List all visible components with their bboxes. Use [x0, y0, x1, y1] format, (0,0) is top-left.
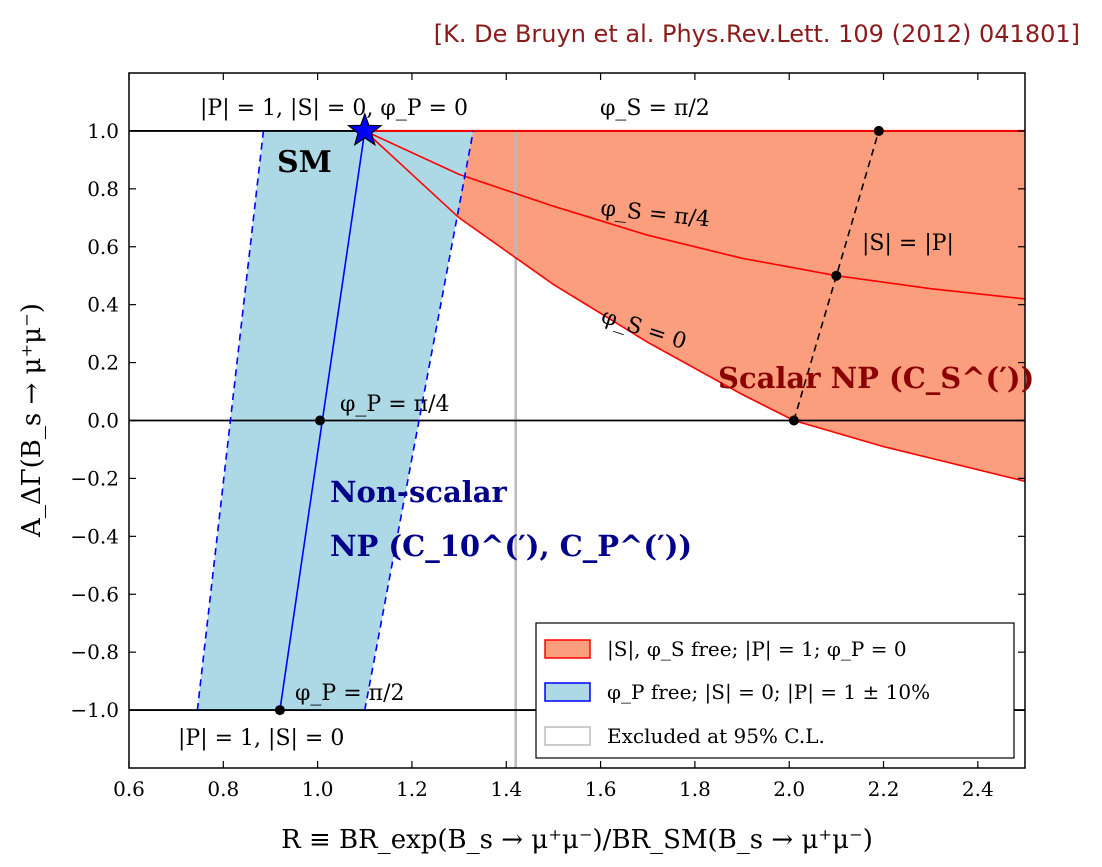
y-axis-label: A_ΔΓ(B_s → μ⁺μ⁻) [17, 303, 47, 538]
marked-point-3 [831, 270, 842, 281]
x-tick-label: 2.4 [962, 777, 994, 801]
x-tick-label: 1.8 [679, 777, 711, 801]
legend-swatch-nonscalar [544, 682, 591, 702]
annotation-phi-p-pi2: φ_P = π/2 [295, 681, 405, 706]
y-tick-label: 0.2 [87, 351, 119, 375]
x-tick-label: 1.2 [396, 777, 428, 801]
x-tick-label: 2.0 [773, 777, 805, 801]
x-tick-label: 1.0 [302, 777, 334, 801]
marked-point-0 [274, 705, 285, 716]
y-tick-label: −0.6 [70, 582, 119, 606]
legend-swatch-excluded [544, 726, 591, 746]
legend-entry-scalar: |S|, φ_S free; |P| = 1; φ_P = 0 [607, 637, 907, 662]
x-axis-ticks: 0.6 0.8 1.0 1.2 1.4 1.6 1.8 2.0 2.2 2.4 [113, 73, 994, 801]
y-tick-label: −1.0 [70, 698, 119, 722]
sm-star-marker [346, 112, 383, 147]
marked-point-4 [873, 125, 884, 136]
y-tick-label: 0.4 [87, 293, 119, 317]
curve-phi-s-pi4 [364, 130, 1025, 300]
marked-points [274, 125, 884, 716]
y-tick-label: −0.2 [70, 466, 119, 490]
annotation-top-left: |P| = 1, |S| = 0, φ_P = 0 [200, 96, 468, 121]
legend-entry-nonscalar: φ_P free; |S| = 0; |P| = 1 ± 10% [607, 680, 930, 705]
y-tick-label: −0.8 [70, 640, 119, 664]
x-tick-label: 1.6 [585, 777, 617, 801]
annotation-phi-p-pi4: φ_P = π/4 [340, 392, 450, 417]
marked-point-2 [788, 415, 799, 426]
y-tick-label: 0.8 [87, 177, 119, 201]
annotation-scalar-np: Scalar NP (C_S^(′)) [718, 361, 1034, 395]
x-tick-label: 1.4 [490, 777, 522, 801]
annotation-phi-s-pi2: φ_S = π/2 [600, 96, 710, 121]
x-tick-label: 0.6 [113, 777, 145, 801]
marked-point-1 [314, 415, 325, 426]
legend-entry-excluded: Excluded at 95% C.L. [607, 724, 825, 748]
y-tick-label: 0.0 [87, 409, 119, 433]
annotation-bottom-left: |P| = 1, |S| = 0 [178, 726, 344, 751]
annotation-nonscalar-1: Non-scalar [330, 475, 508, 509]
y-axis-ticks: 1.0 0.8 0.6 0.4 0.2 0.0 −0.2 −0.4 −0.6 −0.8 −1.0 [70, 119, 1025, 722]
curve-phi-s-0 [364, 130, 1025, 483]
band-left-edge [196, 130, 265, 711]
annotation-s-equals-p: |S| = |P| [862, 231, 954, 256]
x-tick-label: 2.2 [868, 777, 900, 801]
x-tick-label: 0.8 [207, 777, 239, 801]
y-tick-label: −0.4 [70, 524, 119, 548]
y-tick-label: 0.6 [87, 235, 119, 259]
y-tick-label: 1.0 [87, 119, 119, 143]
band-right-edge [364, 130, 475, 711]
legend-box [535, 622, 1015, 759]
x-axis-label: R ≡ BR_exp(B_s → μ⁺μ⁻)/BR_SM(B_s → μ⁺μ⁻) [281, 825, 873, 855]
scalar-np-region [364, 130, 1025, 482]
legend: |S|, φ_S free; |P| = 1; φ_P = 0 φ_P free… [535, 622, 1015, 759]
annotation-nonscalar-2: NP (C_10^(′), C_P^(′)) [330, 529, 692, 563]
citation-text: [K. De Bruyn et al. Phys.Rev.Lett. 109 (… [434, 20, 1080, 48]
legend-swatch-scalar [544, 639, 591, 659]
annotation-sm: SM [277, 145, 332, 180]
